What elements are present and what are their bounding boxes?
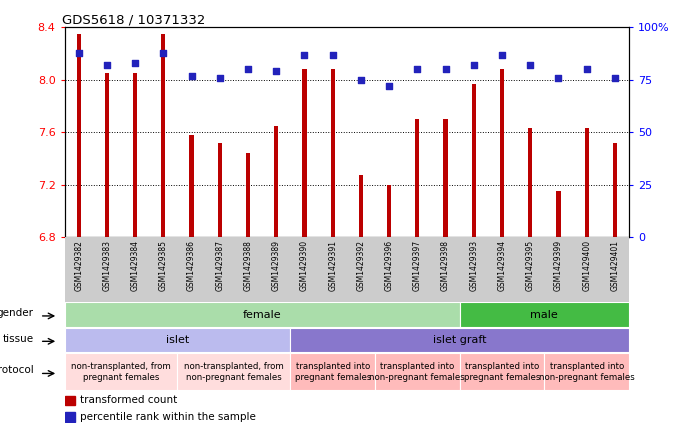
Text: GSM1429391: GSM1429391 — [328, 240, 337, 291]
Bar — [585, 128, 589, 237]
Bar — [528, 128, 532, 237]
Bar — [65, 412, 75, 422]
Bar — [556, 191, 560, 237]
Text: GSM1429397: GSM1429397 — [413, 240, 422, 291]
Text: protocol: protocol — [0, 365, 34, 375]
Bar — [274, 126, 278, 237]
Bar — [190, 135, 194, 237]
Point — [271, 68, 282, 75]
Text: transplanted into
non-pregnant females: transplanted into non-pregnant females — [539, 362, 634, 382]
Bar — [77, 34, 81, 237]
Point — [327, 51, 338, 58]
Text: islet graft: islet graft — [433, 335, 486, 345]
Text: GSM1429394: GSM1429394 — [498, 240, 507, 291]
Bar — [65, 396, 75, 405]
Bar — [218, 143, 222, 237]
Point — [158, 49, 169, 56]
Text: GSM1429389: GSM1429389 — [272, 240, 281, 291]
Point — [243, 66, 254, 73]
Bar — [133, 73, 137, 237]
Text: GSM1429387: GSM1429387 — [216, 240, 224, 291]
Point — [356, 77, 367, 83]
Bar — [290, 353, 375, 390]
Text: GSM1429395: GSM1429395 — [526, 240, 534, 291]
Bar — [359, 176, 363, 237]
Bar — [303, 69, 307, 237]
Text: GSM1429393: GSM1429393 — [469, 240, 478, 291]
Text: GSM1429388: GSM1429388 — [243, 240, 252, 291]
Bar — [290, 328, 629, 352]
Bar — [387, 184, 391, 237]
Text: GSM1429386: GSM1429386 — [187, 240, 196, 291]
Bar — [500, 69, 504, 237]
Point — [73, 49, 84, 56]
Point — [101, 62, 112, 69]
Text: transplanted into
non-pregnant females: transplanted into non-pregnant females — [369, 362, 465, 382]
Bar — [472, 84, 476, 237]
Bar — [65, 302, 460, 327]
Text: tissue: tissue — [3, 334, 34, 344]
Point — [553, 74, 564, 81]
Bar — [375, 353, 460, 390]
Text: gender: gender — [0, 308, 34, 319]
Point — [299, 51, 310, 58]
Point — [440, 66, 451, 73]
Point — [186, 72, 197, 79]
Bar — [330, 69, 335, 237]
Bar — [65, 353, 177, 390]
Bar — [415, 119, 420, 237]
Point — [130, 60, 141, 66]
Text: transformed count: transformed count — [80, 395, 177, 405]
Point — [214, 74, 225, 81]
Bar — [460, 302, 629, 327]
Text: GSM1429382: GSM1429382 — [74, 240, 83, 291]
Point — [525, 62, 536, 69]
Bar — [544, 353, 629, 390]
Point — [581, 66, 592, 73]
Point — [384, 83, 394, 90]
Text: male: male — [530, 310, 558, 320]
Bar — [460, 353, 544, 390]
Text: GSM1429383: GSM1429383 — [103, 240, 112, 291]
Text: transplanted into
pregnant females: transplanted into pregnant females — [294, 362, 371, 382]
Text: GSM1429385: GSM1429385 — [159, 240, 168, 291]
Bar — [246, 153, 250, 237]
Bar — [161, 34, 165, 237]
Text: GDS5618 / 10371332: GDS5618 / 10371332 — [62, 14, 205, 26]
Point — [609, 74, 620, 81]
Point — [469, 62, 479, 69]
Text: GSM1429398: GSM1429398 — [441, 240, 450, 291]
Bar — [613, 143, 617, 237]
Bar — [105, 73, 109, 237]
Text: GSM1429390: GSM1429390 — [300, 240, 309, 291]
Text: female: female — [243, 310, 282, 320]
Bar — [443, 119, 447, 237]
Text: GSM1429392: GSM1429392 — [356, 240, 365, 291]
Point — [412, 66, 423, 73]
Text: islet: islet — [166, 335, 189, 345]
Point — [496, 51, 507, 58]
Text: transplanted into
pregnant females: transplanted into pregnant females — [464, 362, 540, 382]
Text: GSM1429401: GSM1429401 — [611, 240, 619, 291]
Text: GSM1429400: GSM1429400 — [582, 240, 591, 291]
Text: GSM1429399: GSM1429399 — [554, 240, 563, 291]
Text: non-transplanted, from
pregnant females: non-transplanted, from pregnant females — [71, 362, 171, 382]
Text: GSM1429384: GSM1429384 — [131, 240, 139, 291]
Text: GSM1429396: GSM1429396 — [385, 240, 394, 291]
Text: non-transplanted, from
non-pregnant females: non-transplanted, from non-pregnant fema… — [184, 362, 284, 382]
Bar — [177, 353, 290, 390]
Text: percentile rank within the sample: percentile rank within the sample — [80, 412, 256, 422]
Bar — [65, 328, 290, 352]
